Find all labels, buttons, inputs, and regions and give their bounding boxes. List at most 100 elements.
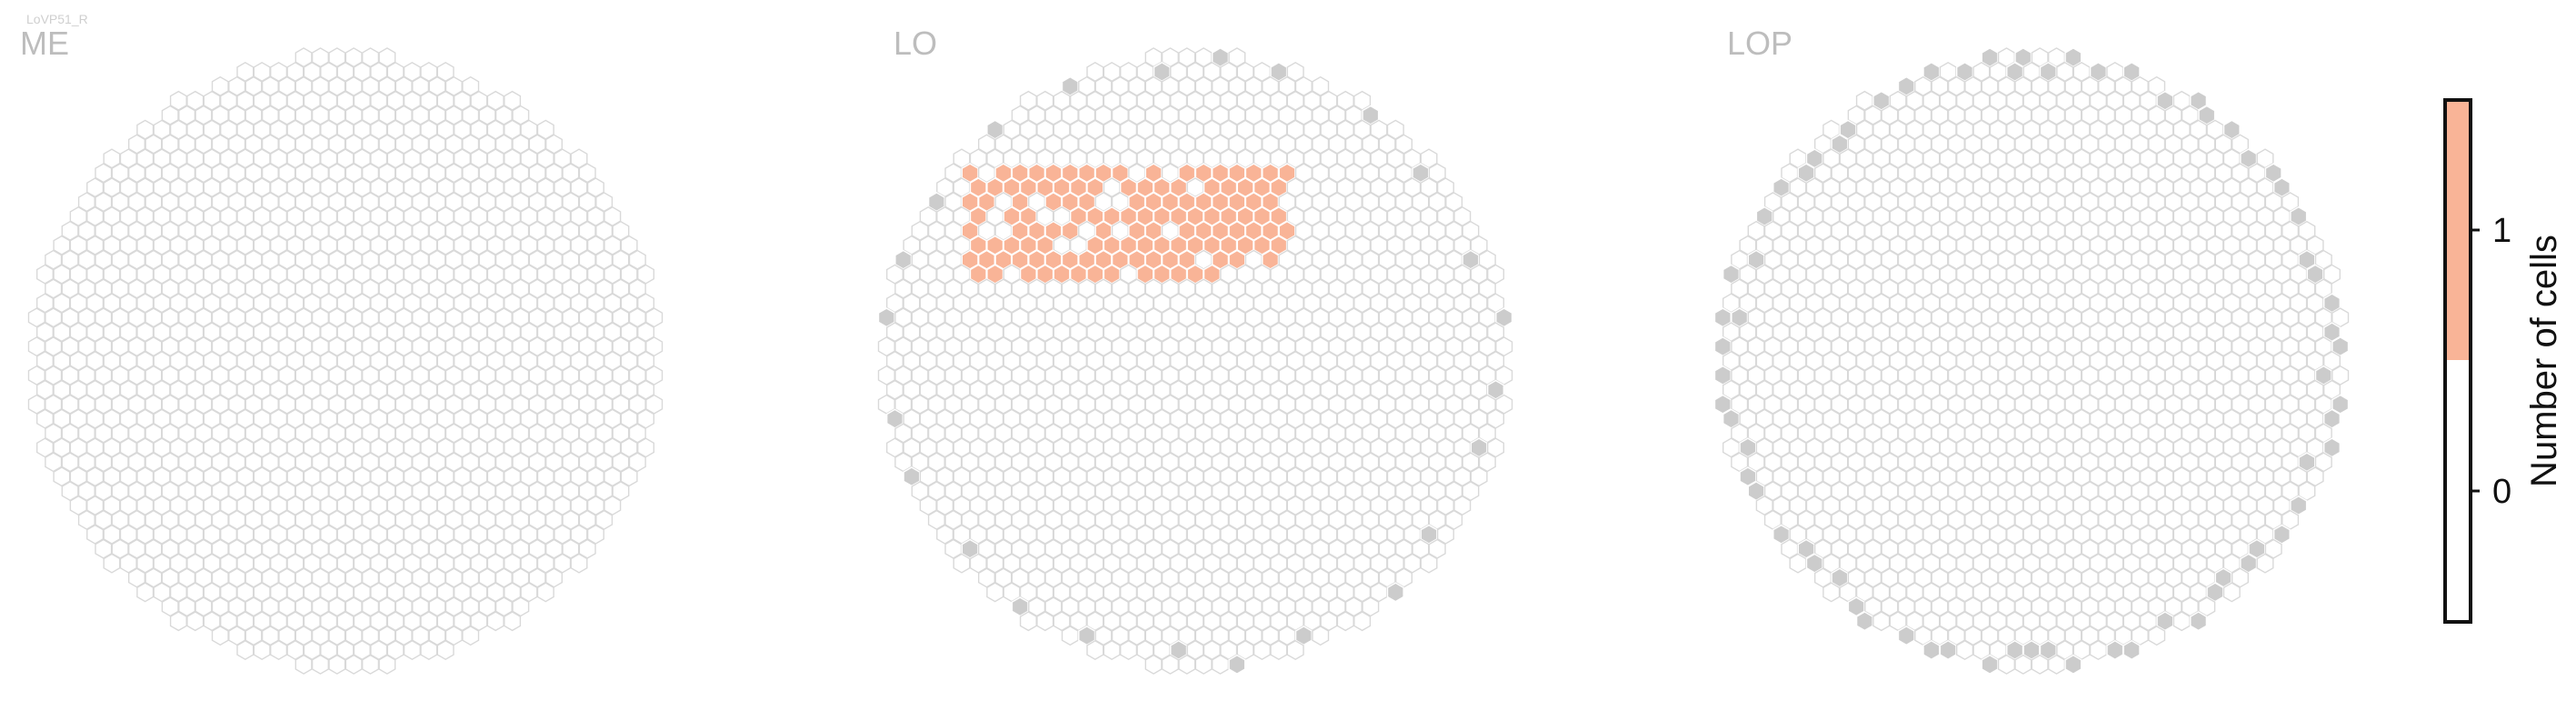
- hex-column-missing: [1153, 61, 1171, 83]
- hex-column-missing: [2272, 524, 2291, 545]
- hex-column-filled: [1053, 264, 1071, 285]
- hex-column-empty: [2190, 553, 2208, 574]
- hex-column-empty: [1270, 350, 1288, 372]
- hex-column-empty: [2014, 654, 2032, 675]
- hex-column-empty: [245, 75, 263, 96]
- hex-column-empty: [1739, 235, 1757, 255]
- hex-column-empty: [412, 336, 430, 357]
- hex-column-missing: [2306, 264, 2324, 285]
- hex-column-empty: [1386, 350, 1404, 372]
- hex-column-empty: [1428, 452, 1446, 473]
- hex-column-empty: [1847, 307, 1865, 328]
- hex-column-empty: [2098, 163, 2116, 184]
- hex-column-empty: [1445, 192, 1463, 213]
- hex-column-filled: [1061, 163, 1079, 184]
- hex-column-empty: [1362, 163, 1380, 184]
- hex-column-empty: [286, 205, 305, 227]
- hex-column-empty: [370, 293, 388, 314]
- hex-column-empty: [1428, 423, 1446, 444]
- hex-column-empty: [1262, 75, 1280, 96]
- hex-column-empty: [245, 249, 263, 270]
- hex-column-empty: [2139, 119, 2158, 140]
- hex-column-empty: [1731, 365, 1749, 386]
- hex-column-empty: [1436, 264, 1454, 285]
- hex-column-empty: [2098, 452, 2116, 473]
- hex-column-empty: [1320, 177, 1338, 198]
- hex-column-empty: [2098, 278, 2116, 299]
- hex-column-empty: [1220, 264, 1238, 285]
- hex-column-empty: [1094, 365, 1113, 386]
- hex-column-empty: [2056, 264, 2074, 285]
- hex-column-filled: [1178, 220, 1196, 241]
- hex-column-empty: [2281, 365, 2300, 386]
- hex-column-empty: [1262, 134, 1280, 155]
- hex-column-empty: [1019, 582, 1037, 603]
- hex-column-empty: [2139, 524, 2158, 545]
- hex-column-empty: [178, 192, 196, 213]
- hex-column-empty: [494, 394, 513, 415]
- hex-column-empty: [2072, 553, 2091, 574]
- hex-column-empty: [2190, 495, 2208, 516]
- hex-column-empty: [595, 192, 614, 213]
- hex-column-empty: [1111, 481, 1129, 502]
- hex-column-empty: [2181, 423, 2199, 444]
- hex-column-empty: [969, 408, 987, 429]
- hex-column-empty: [1981, 538, 1999, 559]
- hex-column-empty: [1270, 611, 1288, 632]
- hex-column-empty: [2072, 235, 2091, 255]
- hex-column-missing: [2106, 639, 2124, 661]
- hex-column-empty: [178, 481, 196, 502]
- hex-column-empty: [1061, 336, 1079, 357]
- hex-column-empty: [1972, 611, 1991, 632]
- hex-column-empty: [328, 105, 346, 125]
- hex-column-empty: [620, 437, 638, 458]
- hex-column-filled: [1019, 205, 1037, 227]
- hex-column-empty: [53, 264, 71, 285]
- hex-column-empty: [1220, 379, 1238, 400]
- hex-column-empty: [1178, 307, 1196, 328]
- hex-column-empty: [1262, 336, 1280, 357]
- hex-column-empty: [2181, 365, 2199, 386]
- hex-column-empty: [2322, 264, 2341, 285]
- hex-column-empty: [1955, 639, 1974, 661]
- hex-column-empty: [1094, 134, 1113, 155]
- hex-column-empty: [944, 394, 963, 415]
- hex-column-empty: [95, 509, 113, 530]
- hex-column-empty: [620, 466, 638, 487]
- hex-column-empty: [412, 75, 430, 96]
- hex-column-empty: [936, 264, 954, 285]
- hex-column-empty: [2139, 177, 2158, 198]
- hex-column-filled: [1061, 249, 1079, 270]
- hex-column-empty: [161, 220, 179, 241]
- hex-column-empty: [1303, 582, 1322, 603]
- hex-column-empty: [1889, 264, 1907, 285]
- hex-column-empty: [977, 567, 996, 588]
- hex-column-empty: [1889, 553, 1907, 574]
- hex-column-empty: [1153, 379, 1171, 400]
- hex-column-empty: [1011, 365, 1029, 386]
- hex-column-empty: [1428, 163, 1446, 184]
- hex-column-empty: [1262, 307, 1280, 328]
- hex-column-empty: [1303, 235, 1322, 255]
- hex-column-empty: [1931, 307, 1949, 328]
- hex-column-empty: [1019, 553, 1037, 574]
- hex-column-empty: [1436, 495, 1454, 516]
- hex-column-empty: [95, 163, 113, 184]
- hex-column-empty: [1262, 394, 1280, 415]
- hex-column-empty: [95, 249, 113, 270]
- hex-column-empty: [1772, 466, 1791, 487]
- hex-column-empty: [1805, 205, 1823, 227]
- hex-column-empty: [1320, 293, 1338, 314]
- hex-column-empty: [2098, 307, 2116, 328]
- hex-column-empty: [454, 177, 471, 198]
- hex-column-empty: [2264, 249, 2282, 270]
- hex-column-empty: [36, 350, 54, 372]
- hex-column-empty: [1362, 394, 1380, 415]
- hex-column-empty: [1094, 452, 1113, 473]
- hex-column-empty: [77, 423, 95, 444]
- hex-column-empty: [1228, 336, 1246, 357]
- hex-column-empty: [2306, 235, 2324, 255]
- hex-column-empty: [1772, 350, 1791, 372]
- hex-column-empty: [86, 205, 105, 227]
- hex-column-empty: [1011, 307, 1029, 328]
